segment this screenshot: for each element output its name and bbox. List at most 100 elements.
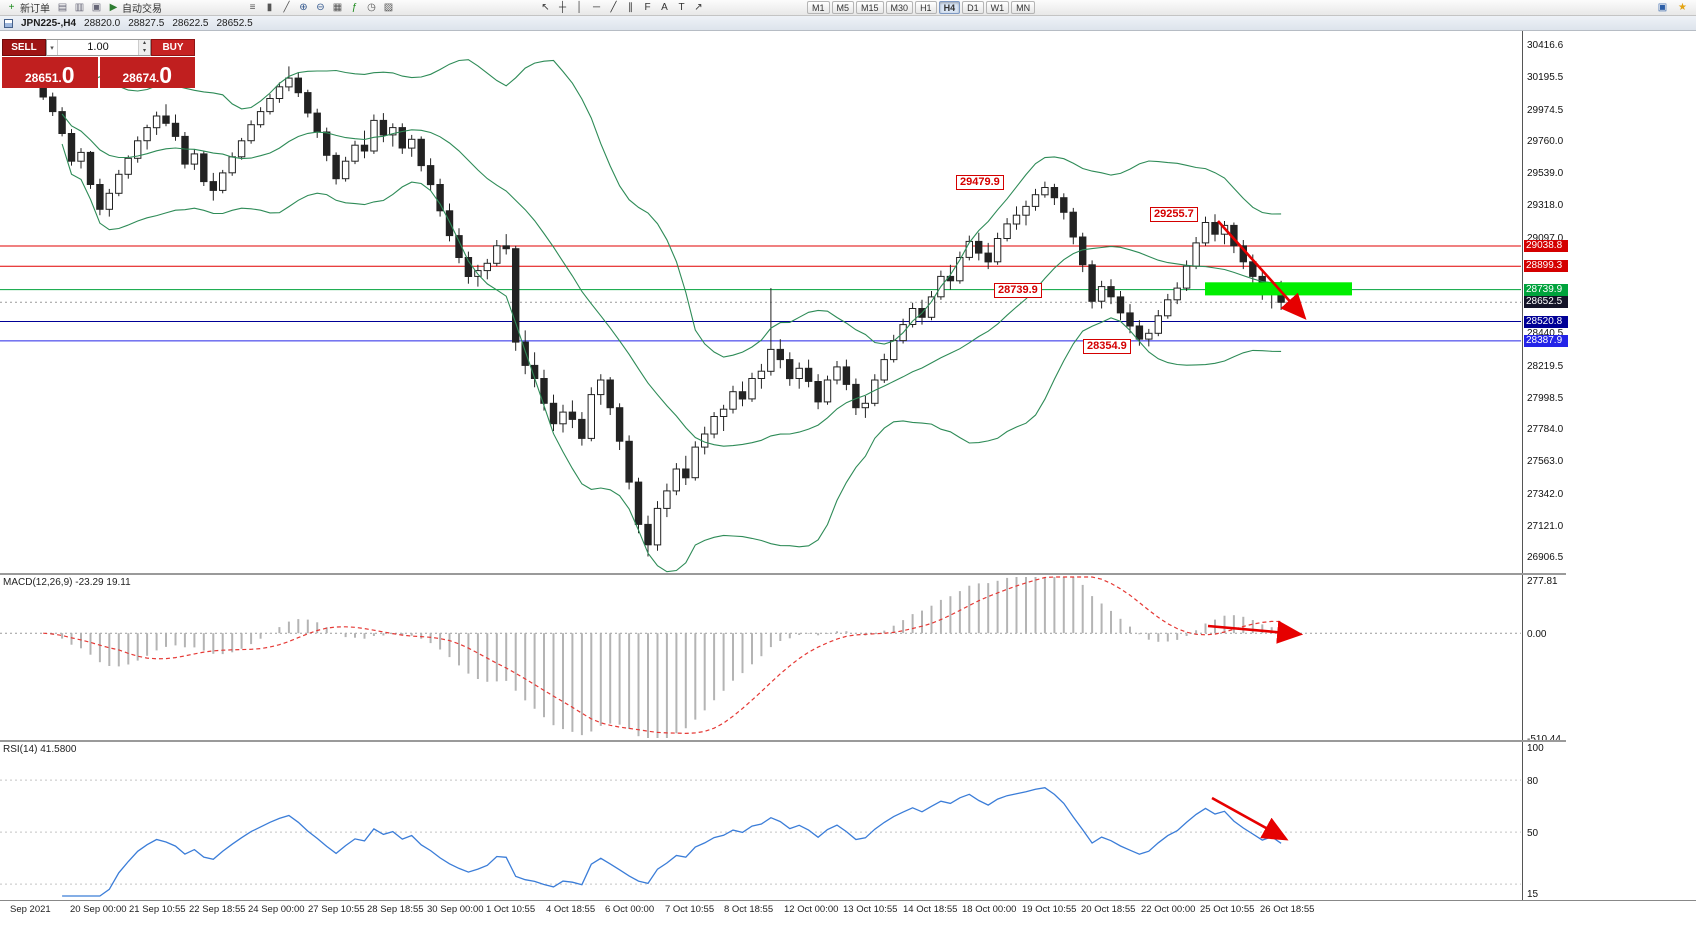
zoom-in-icon[interactable]: ⊕ xyxy=(299,1,308,13)
price-tick: 28219.5 xyxy=(1527,360,1564,372)
price-tick: 29318.0 xyxy=(1527,200,1564,212)
time-label: 22 Oct 00:00 xyxy=(1141,904,1196,915)
timeframe-d1-button[interactable]: D1 xyxy=(962,1,984,14)
time-label: 24 Sep 00:00 xyxy=(248,904,305,915)
vertical-line-icon[interactable]: │ xyxy=(576,1,583,13)
rsi-axis-label: 15 xyxy=(1527,888,1539,900)
price-tick: 26906.5 xyxy=(1527,552,1564,563)
price-tag: 28899.3 xyxy=(1524,260,1568,273)
sell-button[interactable]: SELL xyxy=(2,39,46,56)
buy-price[interactable]: 28674. 0 xyxy=(99,57,195,88)
time-label: 20 Sep 00:00 xyxy=(70,904,127,915)
chart-symbol: JPN225-,H4 xyxy=(21,17,77,29)
time-label: 21 Sep 10:55 xyxy=(129,904,186,915)
periods-icon[interactable]: ◷ xyxy=(367,1,376,13)
macd-label: MACD(12,26,9) -23.29 19.11 xyxy=(3,577,131,588)
label-icon[interactable]: T xyxy=(678,1,685,13)
main-chart-canvas[interactable]: SELL ▾ 1.00 ▴ ▾ BUY 28651. 0 28674. 0 29479… xyxy=(0,31,1522,573)
time-label: 6 Oct 00:00 xyxy=(605,904,655,915)
toolbar-extra-icon-2[interactable]: ★ xyxy=(1678,2,1687,13)
time-label: 30 Sep 00:00 xyxy=(427,904,484,915)
macd-panel[interactable]: MACD(12,26,9) -23.29 19.11 xyxy=(0,575,1522,740)
timeframe-m30-button[interactable]: M30 xyxy=(885,1,914,14)
cursor-icon[interactable]: ↖ xyxy=(541,1,550,13)
sell-price[interactable]: 28651. 0 xyxy=(2,57,98,88)
autotrading-label[interactable]: 自动交易 xyxy=(122,4,162,15)
crosshair-icon[interactable]: ┼ xyxy=(558,1,567,13)
rsi-line xyxy=(62,787,1282,897)
macd-axis-label: 0.00 xyxy=(1527,629,1547,641)
tile-windows-icon[interactable]: ▦ xyxy=(332,1,343,13)
time-label: 19 Oct 10:55 xyxy=(1022,904,1077,915)
bollinger-lower xyxy=(61,143,1282,573)
buy-button[interactable]: BUY xyxy=(151,39,195,56)
price-tick: 29097.0 xyxy=(1527,232,1564,244)
price-chart[interactable] xyxy=(0,31,1522,573)
macd-axis-label: 277.81 xyxy=(1527,576,1558,587)
time-label: 22 Sep 18:55 xyxy=(189,904,246,915)
time-label: 7 Oct 10:55 xyxy=(665,904,715,915)
price-annotation-box: 29479.9 xyxy=(956,174,1004,190)
time-label: 26 Oct 18:55 xyxy=(1260,904,1315,915)
macd-histogram xyxy=(51,577,1283,738)
time-axis[interactable]: Sep 2021 20 Sep 00:00 21 Sep 10:55 22 Sep 1… xyxy=(0,900,1696,920)
macd-signal-line xyxy=(43,576,1282,735)
chart-low: 28622.5 xyxy=(172,17,209,29)
time-label: 12 Oct 00:00 xyxy=(784,904,839,915)
autotrading-icon[interactable]: ▶ xyxy=(109,1,118,13)
rsi-chart xyxy=(0,779,1521,897)
toolbar-extra-icon-1[interactable]: ▣ xyxy=(1657,2,1668,13)
panel-separator[interactable] xyxy=(0,740,1566,742)
volume-dropdown-icon[interactable]: ▾ xyxy=(47,40,58,55)
chart-open: 28820.0 xyxy=(84,17,121,29)
navigator-icon[interactable]: ▣ xyxy=(91,1,102,13)
timeframe-m1-button[interactable]: M1 xyxy=(807,1,830,14)
chart-titlebar: JPN225-,H4 28820.0 28827.5 28622.5 28652… xyxy=(0,16,1696,31)
candlestick-chart-icon[interactable]: ▮ xyxy=(266,1,273,13)
candles-layer xyxy=(39,66,1285,557)
fibonacci-icon[interactable]: F xyxy=(644,1,651,13)
timeframe-h1-button[interactable]: H1 xyxy=(915,1,937,14)
zoom-out-icon[interactable]: ⊖ xyxy=(316,1,325,13)
bollinger-middle xyxy=(61,113,1282,447)
volume-field[interactable]: ▾ 1.00 ▴ ▾ xyxy=(46,39,151,56)
line-chart-icon[interactable]: ╱ xyxy=(283,1,290,13)
price-tag: 29038.8 xyxy=(1524,240,1568,252)
price-tick: 27998.5 xyxy=(1527,392,1564,404)
price-tick: 29974.5 xyxy=(1527,104,1564,116)
price-tick: 30195.5 xyxy=(1527,72,1564,84)
charts-window-icon[interactable]: ▤ xyxy=(57,1,68,13)
volume-stepper[interactable]: ▴ ▾ xyxy=(138,40,150,55)
templates-icon[interactable]: ▨ xyxy=(383,1,394,13)
price-tick: 27784.0 xyxy=(1527,424,1564,435)
market-watch-icon[interactable]: ▥ xyxy=(74,1,85,13)
price-tick: 30416.6 xyxy=(1527,40,1564,51)
price-annotation-box: 28354.9 xyxy=(1083,338,1131,354)
time-label: Sep 2021 xyxy=(10,904,51,915)
arrows-tool-icon[interactable]: ↗ xyxy=(694,1,703,13)
price-tick: 28440.5 xyxy=(1527,328,1564,340)
volume-input[interactable]: 1.00 xyxy=(87,41,109,53)
new-order-icon[interactable]: + xyxy=(8,1,15,13)
timeframe-m15-button[interactable]: M15 xyxy=(856,1,884,14)
time-label: 25 Oct 10:55 xyxy=(1200,904,1255,915)
text-icon[interactable]: A xyxy=(661,1,668,13)
timeframe-h4-button[interactable]: H4 xyxy=(938,1,961,14)
time-label: 18 Oct 00:00 xyxy=(962,904,1017,915)
timeframe-w1-button[interactable]: W1 xyxy=(985,1,1010,14)
price-axis[interactable]: 30416.6 30195.5 29974.5 29760.0 29539.0 29318… xyxy=(1522,31,1696,900)
bar-chart-icon[interactable]: ≡ xyxy=(249,1,256,13)
panel-separator[interactable] xyxy=(0,573,1566,575)
indicators-icon[interactable]: ƒ xyxy=(351,1,358,13)
one-click-trading-panel: SELL ▾ 1.00 ▴ ▾ BUY 28651. 0 28674. 0 xyxy=(2,39,195,88)
timeframe-mn-button[interactable]: MN xyxy=(1011,1,1036,14)
channel-icon[interactable]: ∥ xyxy=(628,1,633,13)
rsi-panel[interactable]: RSI(14) 41.5800 xyxy=(0,742,1522,898)
time-label: 28 Sep 18:55 xyxy=(367,904,424,915)
horizontal-line-icon[interactable]: ─ xyxy=(592,1,601,13)
new-order-label[interactable]: 新订单 xyxy=(20,4,50,15)
timeframe-m5-button[interactable]: M5 xyxy=(831,1,855,14)
price-tick: 29539.0 xyxy=(1527,168,1564,179)
trendline-icon[interactable]: ╱ xyxy=(610,1,617,13)
time-label: 8 Oct 18:55 xyxy=(724,904,774,915)
